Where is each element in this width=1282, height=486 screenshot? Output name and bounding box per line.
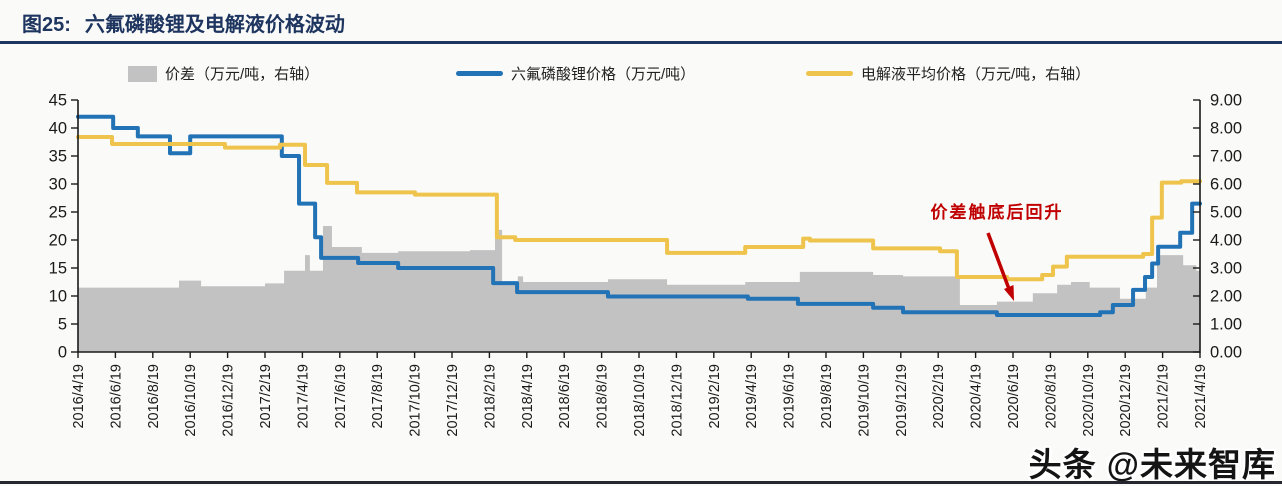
x-axis-tick-label: 2019/8/19 <box>819 364 835 429</box>
x-axis-tick-label: 2020/4/19 <box>969 364 985 429</box>
x-axis-tick-label: 2018/10/19 <box>632 364 648 437</box>
x-axis-tick-label: 2016/10/19 <box>183 364 199 437</box>
electrolyte-line-series <box>76 134 1202 282</box>
x-axis-tick-label: 2017/8/19 <box>370 364 386 429</box>
lipf6-line-series <box>76 114 1202 318</box>
x-axis-tick-label: 2016/12/19 <box>221 364 237 437</box>
x-axis-tick-label: 2017/4/19 <box>295 364 311 429</box>
right-axis-tick-label: 0.00 <box>1210 344 1242 362</box>
right-axis-tick-label: 9.00 <box>1210 92 1242 110</box>
axes: 0 5 10 15 20 25 30 35 40 45 0.00 1.00 2.00 3.00 4.00 5.… <box>49 92 1242 437</box>
figure-number: 图25: <box>22 14 71 36</box>
x-axis-tick-label: 2018/4/19 <box>520 364 536 429</box>
right-axis-tick-label: 6.00 <box>1210 176 1242 194</box>
x-axis-tick-label: 2020/6/19 <box>1006 364 1022 429</box>
right-axis-tick-label: 4.00 <box>1210 232 1242 250</box>
spread-area-series <box>78 226 1200 352</box>
right-axis-tick-label: 3.00 <box>1210 260 1242 278</box>
x-axis-tick-label: 2019/2/19 <box>707 364 723 429</box>
x-axis-tick-label: 2017/6/19 <box>333 364 349 429</box>
annotation-arrow <box>986 232 1014 301</box>
x-axis-tick-label: 2018/2/19 <box>482 364 498 429</box>
electrolyte-line-swatch <box>806 71 853 76</box>
left-axis-tick-label: 45 <box>49 92 67 110</box>
right-axis-tick-label: 2.00 <box>1210 288 1242 306</box>
x-axis-tick-label: 2020/2/19 <box>931 364 947 429</box>
bottom-border <box>0 481 1282 484</box>
left-axis-tick-label: 0 <box>58 344 67 362</box>
x-axis-tick-label: 2017/12/19 <box>445 364 461 437</box>
x-axis-tick-label: 2020/12/19 <box>1118 364 1134 437</box>
left-axis-tick-label: 10 <box>49 288 67 306</box>
watermark: 头条 @未来智库 <box>1028 446 1276 483</box>
chart-legend: 价差（万元/吨，右轴） 六氟磷酸锂价格（万元/吨） 电解液平均价格（万元/吨，右… <box>0 63 1282 87</box>
x-axis-tick-label: 2021/4/19 <box>1193 364 1209 429</box>
x-axis-tick-label: 2016/6/19 <box>108 364 124 429</box>
right-axis-tick-label: 5.00 <box>1210 204 1242 222</box>
legend-item-electrolyte: 电解液平均价格（万元/吨，右轴） <box>806 63 1090 84</box>
x-axis-tick-label: 2019/12/19 <box>894 364 910 437</box>
x-axis-tick-label: 2017/10/19 <box>408 364 424 437</box>
left-axis-tick-label: 40 <box>49 120 67 138</box>
legend-label-lipf6: 六氟磷酸锂价格（万元/吨） <box>511 66 696 83</box>
x-axis-tick-label: 2020/10/19 <box>1081 364 1097 437</box>
left-axis-tick-label: 30 <box>49 176 67 194</box>
series-group <box>76 114 1202 352</box>
left-axis-tick-label: 15 <box>49 260 67 278</box>
x-axis-tick-label: 2018/12/19 <box>669 364 685 437</box>
legend-label-electrolyte: 电解液平均价格（万元/吨，右轴） <box>861 66 1091 83</box>
right-axis-tick-label: 1.00 <box>1210 316 1242 334</box>
legend-label-spread: 价差（万元/吨，右轴） <box>165 66 320 83</box>
left-axis-tick-label: 20 <box>49 232 67 250</box>
x-axis-tick-label: 2016/8/19 <box>146 364 162 429</box>
x-axis-tick-label: 2019/4/19 <box>744 364 760 429</box>
x-axis-tick-label: 2019/6/19 <box>782 364 798 429</box>
x-axis-tick-label: 2020/8/19 <box>1043 364 1059 429</box>
right-axis-tick-label: 8.00 <box>1210 120 1242 138</box>
x-axis-tick-label: 2021/2/19 <box>1156 364 1172 429</box>
x-axis-tick-label: 2018/8/19 <box>595 364 611 429</box>
x-axis-tick-label: 2016/4/19 <box>71 364 87 429</box>
x-axis-tick-label: 2018/6/19 <box>557 364 573 429</box>
left-axis-tick-label: 35 <box>49 148 67 166</box>
right-axis-tick-label: 7.00 <box>1210 148 1242 166</box>
x-axis-tick-label: 2019/10/19 <box>856 364 872 437</box>
lipf6-line-swatch <box>456 71 503 76</box>
figure-header: 图25: 六氟磷酸锂及电解液价格波动 <box>22 8 345 37</box>
spread-area-swatch <box>128 65 157 82</box>
title-divider <box>0 41 1282 44</box>
x-axis-tick-label: 2017/2/19 <box>258 364 274 429</box>
annotation-label: 价差触底后回升 <box>930 203 1064 222</box>
left-axis-tick-label: 5 <box>58 316 67 334</box>
legend-item-lipf6: 六氟磷酸锂价格（万元/吨） <box>456 63 695 84</box>
page-title: 六氟磷酸锂及电解液价格波动 <box>84 14 345 36</box>
left-axis-tick-label: 25 <box>49 204 67 222</box>
legend-item-spread: 价差（万元/吨，右轴） <box>128 63 319 84</box>
